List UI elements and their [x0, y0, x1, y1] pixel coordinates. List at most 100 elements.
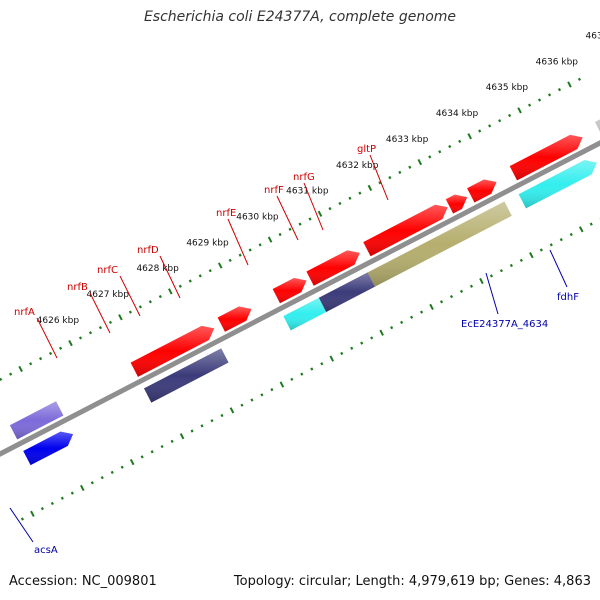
scale-tick: [129, 458, 135, 466]
scale-tick: [279, 381, 285, 388]
scale-tick: [310, 367, 314, 371]
scale-label: 4632 kbp: [336, 161, 379, 171]
scale-label: 4633 kbp: [386, 135, 429, 145]
gene-label-nrfd: nrfD: [137, 245, 159, 256]
scale-tick: [210, 419, 214, 423]
feature-shading: [467, 179, 497, 203]
scale-tick: [290, 377, 294, 381]
scale-tick: [98, 325, 103, 330]
scale-label: 4629 kbp: [186, 238, 229, 248]
scale-tick: [68, 339, 73, 347]
scale-tick: [549, 243, 553, 247]
scale-tick: [488, 124, 492, 128]
gene-label-nrfc: nrfC: [97, 265, 118, 276]
scale-tick: [110, 470, 114, 475]
map-title: Escherichia coli E24377A, complete genom…: [143, 9, 457, 25]
scale-tick: [300, 372, 304, 376]
scale-tick: [358, 191, 362, 195]
backbone-line: [0, 140, 600, 457]
scale-ticks: [0, 77, 600, 521]
scale-tick: [379, 329, 384, 336]
scale-tick: [188, 279, 192, 283]
scale-tick: [459, 289, 464, 293]
scale-label: 4627 kbp: [87, 290, 130, 300]
scale-tick: [30, 510, 35, 517]
scale-tick: [308, 217, 312, 221]
feature-track: [9, 119, 600, 466]
gene-label-fdhf: fdhF: [557, 292, 579, 303]
scale-tick: [258, 243, 262, 247]
scale-tick: [360, 341, 364, 345]
scale-tick: [250, 398, 254, 402]
scale-tick: [140, 455, 144, 459]
scale-tick: [448, 144, 452, 149]
gene-label-leader: [9, 507, 34, 543]
feature-shading: [594, 119, 600, 132]
scale-tick: [120, 465, 124, 469]
scale-tick: [160, 444, 164, 449]
scale-tick: [498, 119, 502, 123]
gene-label-ece24377a-4634: EcE24377A_4634: [461, 319, 548, 330]
gene-label-gltp: gltP: [357, 144, 376, 155]
scale-tick: [467, 133, 472, 140]
gene-label-nrff: nrfF: [264, 185, 284, 196]
scale-tick: [229, 407, 235, 414]
scale-tick: [198, 274, 202, 278]
scale-tick: [469, 284, 474, 288]
scale-label: 4635 kbp: [486, 83, 529, 93]
scale-tick: [20, 517, 24, 521]
scale-tick: [50, 501, 54, 506]
feature-shading: [9, 401, 64, 440]
scale-tick: [537, 98, 542, 102]
feature-shading: [130, 325, 215, 377]
scale-tick: [58, 346, 63, 350]
feature-shading: [367, 201, 512, 287]
gene-label-leader: [227, 218, 249, 266]
gene-label-leader: [485, 272, 499, 315]
scale-tick: [458, 139, 462, 143]
scale-tick: [509, 263, 513, 268]
scale-tick: [278, 232, 282, 237]
scale-tick: [569, 232, 573, 237]
feature-shading: [306, 250, 360, 286]
scale-label: 4637 kbp: [586, 31, 600, 41]
gene-label-leader: [276, 195, 299, 241]
scale-tick: [90, 481, 94, 485]
scale-tick: [517, 107, 522, 114]
feature-shading: [363, 204, 448, 257]
scale-tick: [0, 377, 3, 381]
scale-tick: [499, 269, 503, 273]
scale-tick: [217, 262, 223, 269]
scale-tick: [150, 450, 154, 454]
scale-label: 4634 kbp: [436, 109, 479, 119]
scale-tick: [18, 365, 23, 373]
scale-tick: [220, 413, 224, 418]
gene-label-nrfa: nrfA: [14, 307, 35, 318]
scale-label: 4626 kbp: [37, 316, 80, 326]
scale-tick: [248, 248, 252, 252]
scale-tick: [78, 336, 83, 340]
scale-tick: [179, 433, 185, 440]
scale-tick: [100, 475, 104, 480]
scale-tick: [158, 294, 162, 299]
scale-tick: [29, 362, 33, 366]
gene-label-nrfe: nrfE: [216, 208, 236, 219]
gene-label-nrfb: nrfB: [67, 282, 88, 293]
scale-tick: [559, 238, 563, 242]
gene-label-leader: [36, 317, 58, 359]
scale-tick: [228, 258, 232, 262]
scale-tick: [329, 355, 335, 362]
scale-tick: [439, 300, 444, 304]
gene-label-leader: [549, 249, 568, 288]
feature-shading: [217, 306, 252, 332]
scale-tick: [390, 325, 394, 330]
scale-tick: [398, 170, 402, 175]
scale-tick: [528, 103, 532, 107]
scale-tick: [578, 226, 584, 233]
gene-label-acsa: acsA: [34, 545, 58, 556]
scale-tick: [449, 294, 454, 299]
scale-tick: [519, 258, 523, 262]
gene-label-leader: [159, 255, 181, 299]
scale-tick: [420, 310, 424, 314]
